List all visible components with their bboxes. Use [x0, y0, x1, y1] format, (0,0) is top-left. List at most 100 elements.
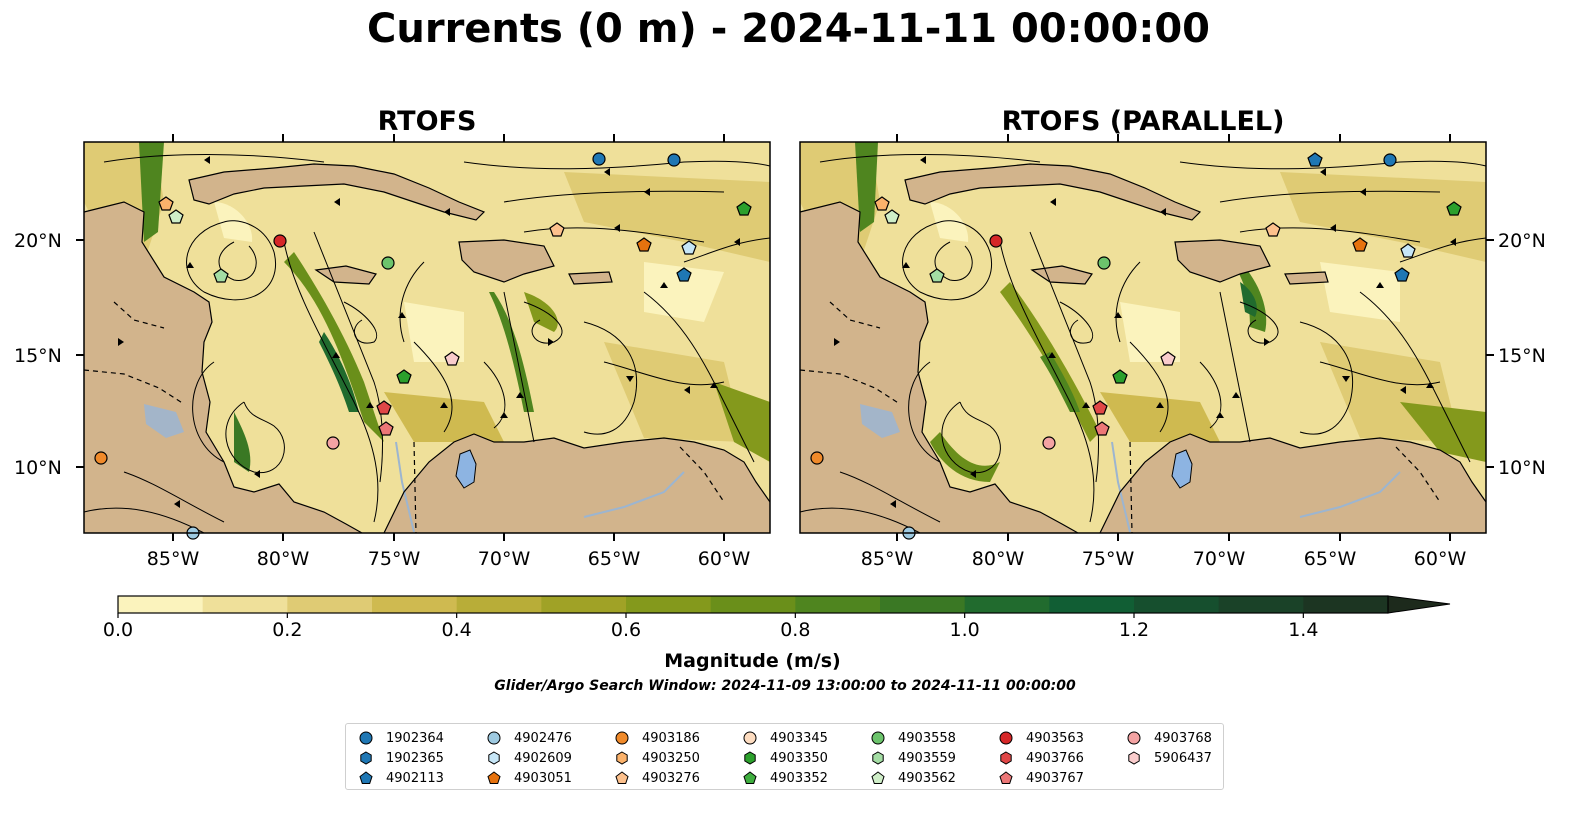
- float-markers: [810, 152, 1462, 540]
- colorbar-segment: [287, 596, 373, 613]
- legend-entry-label: 1902364: [386, 730, 444, 746]
- legend-entry-label: 4902113: [386, 770, 444, 786]
- colorbar-tick-label: 0.2: [272, 619, 302, 641]
- colorbar-tick-label: 1.0: [950, 619, 980, 641]
- colorbar-extension-arrow: [1387, 595, 1451, 614]
- legend-entry-label: 4903563: [1026, 730, 1084, 746]
- lon-label-75: 75°W: [368, 548, 421, 570]
- legend-entry-label: 4903768: [1154, 730, 1212, 746]
- legend-entry-label: 4903559: [898, 750, 956, 766]
- legend-entry: 4903051: [486, 768, 572, 788]
- legend-entry: 4902113: [358, 768, 444, 788]
- legend-entry-label: 4903276: [642, 770, 700, 786]
- legend-entry: 4903766: [998, 748, 1084, 768]
- legend-entry-label: 4902476: [514, 730, 572, 746]
- colorbar: 0.0 0.2 0.4 0.6 0.8 1.0 1.2 1.4: [103, 595, 1451, 641]
- hexagon-marker-icon: [360, 751, 372, 765]
- lat-labels-right: 20°N 15°N 10°N: [1498, 230, 1546, 479]
- colorbar-ticks: 0.0 0.2 0.4 0.6 0.8 1.0 1.2 1.4: [103, 613, 1318, 641]
- legend-entry: 4903276: [614, 768, 700, 788]
- lat-label-20: 20°N: [1498, 230, 1546, 252]
- lon-label-75: 75°W: [1082, 548, 1135, 570]
- lon-label-65: 65°W: [588, 548, 641, 570]
- hexagon-marker-icon: [872, 751, 884, 765]
- circle-marker-icon: [743, 731, 757, 745]
- legend-entry-label: 4903352: [770, 770, 828, 786]
- colorbar-segment: [1303, 596, 1389, 613]
- circle-marker-icon: [359, 731, 373, 745]
- pentagon-marker-icon: [359, 771, 373, 784]
- legend-entry-label: 5906437: [1154, 750, 1212, 766]
- colorbar-tick-label: 1.2: [1119, 619, 1149, 641]
- pentagon-marker-icon: [999, 771, 1013, 784]
- hexagon-marker-icon: [488, 751, 500, 765]
- legend-entry-label: 4903345: [770, 730, 828, 746]
- hexagon-marker-icon: [616, 751, 628, 765]
- colorbar-segment: [1049, 596, 1135, 613]
- circle-marker-icon: [1127, 731, 1141, 745]
- legend-entry: 4903559: [870, 748, 956, 768]
- colorbar-segment: [626, 596, 712, 613]
- float-legend: 1902364 1902365 4902113 4902476 4902609 49030…: [345, 723, 1224, 790]
- lon-label-80: 80°W: [972, 548, 1025, 570]
- legend-entry-label: 1902365: [386, 750, 444, 766]
- circle-marker-icon: [615, 731, 629, 745]
- panel-title-rtofs-parallel: RTOFS (PARALLEL): [1001, 106, 1285, 137]
- lat-label-15: 15°N: [1498, 345, 1546, 367]
- axis-ticks: [76, 134, 1494, 541]
- legend-entry: 4903250: [614, 748, 700, 768]
- circle-marker-icon: [487, 731, 501, 745]
- hexagon-marker-icon: [1000, 751, 1012, 765]
- lon-label-70: 70°W: [1193, 548, 1246, 570]
- colorbar-tick-label: 0.4: [442, 619, 472, 641]
- pentagon-marker-icon: [487, 771, 501, 784]
- colorbar-segment: [795, 596, 881, 613]
- circle-marker-icon: [999, 731, 1013, 745]
- colorbar-segment: [118, 596, 204, 613]
- colorbar-tick-label: 0.0: [103, 619, 133, 641]
- hexagon-marker-icon: [744, 751, 756, 765]
- legend-entry-label: 4903767: [1026, 770, 1084, 786]
- legend-entry: 4903768: [1126, 728, 1212, 748]
- colorbar-segments: [118, 596, 1389, 613]
- legend-entry-label: 4903186: [642, 730, 700, 746]
- lon-label-70: 70°W: [478, 548, 531, 570]
- legend-entry-label: 4903250: [642, 750, 700, 766]
- colorbar-segment: [456, 596, 542, 613]
- lat-label-10: 10°N: [14, 457, 62, 479]
- legend-entry: 1902365: [358, 748, 444, 768]
- legend-entry: 4903563: [998, 728, 1084, 748]
- figure-title: Currents (0 m) - 2024-11-11 00:00:00: [367, 6, 1210, 52]
- colorbar-segment: [880, 596, 966, 613]
- colorbar-tick-label: 0.6: [611, 619, 641, 641]
- colorbar-segment: [372, 596, 458, 613]
- legend-entry-label: 4903350: [770, 750, 828, 766]
- legend-entry: 4902476: [486, 728, 572, 748]
- legend-entry-label: 4903562: [898, 770, 956, 786]
- lon-label-80: 80°W: [257, 548, 310, 570]
- colorbar-segment: [1134, 596, 1220, 613]
- colorbar-segment: [710, 596, 796, 613]
- lon-labels-left: 85°W 80°W 75°W 70°W 65°W 60°W: [147, 548, 751, 570]
- pentagon-marker-icon: [743, 771, 757, 784]
- legend-entry: 4903558: [870, 728, 956, 748]
- legend-entry: 4903186: [614, 728, 700, 748]
- colorbar-tick-label: 1.4: [1288, 619, 1318, 641]
- lat-labels-left: 20°N 15°N 10°N: [14, 230, 62, 479]
- lat-label-15: 15°N: [14, 345, 62, 367]
- legend-entry-label: 4903558: [898, 730, 956, 746]
- legend-entry: 4903767: [998, 768, 1084, 788]
- legend-entry: 5906437: [1126, 748, 1212, 768]
- colorbar-segment: [202, 596, 288, 613]
- circle-marker-icon: [871, 731, 885, 745]
- map-panel-rtofs-parallel: [799, 141, 1487, 540]
- legend-entry-label: 4903766: [1026, 750, 1084, 766]
- legend-entry: 1902364: [358, 728, 444, 748]
- speed-field-patches: [84, 142, 770, 533]
- float-markers: [94, 152, 752, 540]
- lon-labels-right: 85°W 80°W 75°W 70°W 65°W 60°W: [861, 548, 1467, 570]
- lon-label-60: 60°W: [698, 548, 751, 570]
- maps-svg: 20°N 15°N 10°N 20°N 15°N 10°N 85°W 80°W …: [14, 134, 1546, 570]
- legend-entry: 4903352: [742, 768, 828, 788]
- panel-title-rtofs: RTOFS: [377, 106, 477, 137]
